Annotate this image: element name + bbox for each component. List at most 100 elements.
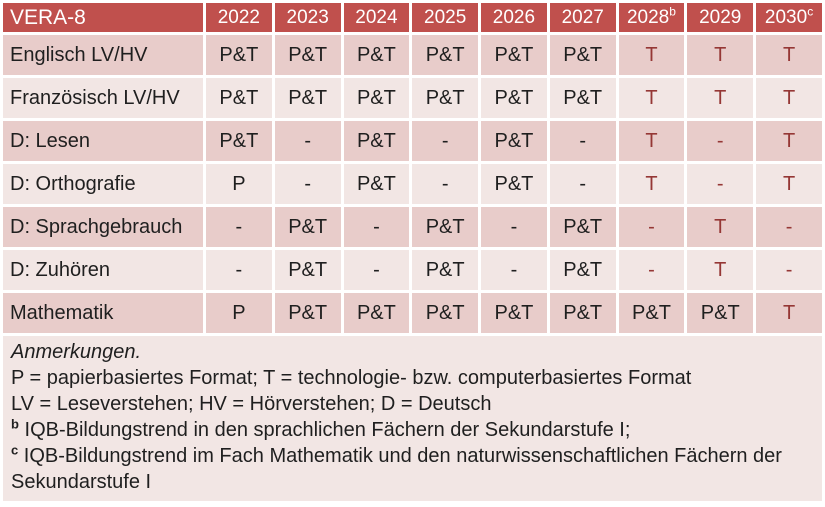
format-cell: -: [412, 121, 479, 161]
year-header-2026: 2026: [481, 3, 547, 32]
table-row: D: Zuhören - P&T - P&T - P&T - T -: [3, 250, 822, 290]
note-line: c IQB-Bildungstrend im Fach Mathematik u…: [11, 442, 782, 493]
format-cell: P: [206, 164, 272, 204]
format-cell: P&T: [687, 293, 754, 333]
format-cell: P&T: [343, 293, 410, 333]
format-cell: T: [756, 164, 822, 204]
format-cell: P&T: [549, 293, 616, 333]
format-cell: P&T: [274, 35, 341, 75]
format-cell: P&T: [412, 78, 479, 118]
format-cell: P&T: [481, 293, 547, 333]
format-cell: P: [206, 293, 272, 333]
year-header-2023: 2023: [274, 3, 341, 32]
format-cell: -: [274, 164, 341, 204]
notes-block: Anmerkungen. P = papierbasiertes Format;…: [3, 336, 822, 501]
format-cell: T: [687, 35, 754, 75]
format-cell: P&T: [412, 250, 479, 290]
table-row: Englisch LV/HV P&T P&T P&T P&T P&T P&T T T T: [3, 35, 822, 75]
footnote-marker-b: b: [11, 416, 19, 432]
row-label: Französisch LV/HV: [3, 78, 203, 118]
year-header-2028: 2028b: [618, 3, 685, 32]
format-cell: P&T: [343, 164, 410, 204]
footnote-marker-c: c: [11, 442, 19, 458]
footnote-marker-c: c: [807, 4, 814, 19]
format-cell: -: [687, 164, 754, 204]
row-label: Englisch LV/HV: [3, 35, 203, 75]
row-label: Mathematik: [3, 293, 203, 333]
format-cell: P&T: [481, 78, 547, 118]
table-title: VERA-8: [3, 3, 203, 32]
table-row: D: Lesen P&T - P&T - P&T - T - T: [3, 121, 822, 161]
format-cell: P&T: [412, 35, 479, 75]
format-cell: P&T: [618, 293, 685, 333]
table-row: Mathematik P P&T P&T P&T P&T P&T P&T P&T T: [3, 293, 822, 333]
format-cell: T: [756, 35, 822, 75]
format-cell: -: [481, 207, 547, 247]
format-cell: -: [618, 250, 685, 290]
format-cell: P&T: [549, 250, 616, 290]
format-cell: P&T: [206, 35, 272, 75]
row-label: D: Zuhören: [3, 250, 203, 290]
format-cell: T: [618, 78, 685, 118]
format-cell: T: [687, 207, 754, 247]
format-cell: T: [687, 78, 754, 118]
format-cell: P&T: [549, 35, 616, 75]
format-cell: -: [618, 207, 685, 247]
row-label: D: Sprachgebrauch: [3, 207, 203, 247]
format-cell: -: [412, 164, 479, 204]
format-cell: P&T: [549, 207, 616, 247]
table-row: D: Sprachgebrauch - P&T - P&T - P&T - T -: [3, 207, 822, 247]
format-cell: -: [687, 121, 754, 161]
format-cell: -: [481, 250, 547, 290]
year-header-2029: 2029: [687, 3, 754, 32]
year-header-2027: 2027: [549, 3, 616, 32]
format-cell: P&T: [481, 164, 547, 204]
format-cell: T: [756, 78, 822, 118]
format-cell: -: [549, 164, 616, 204]
row-label: D: Lesen: [3, 121, 203, 161]
year-header-2025: 2025: [412, 3, 479, 32]
format-cell: T: [618, 164, 685, 204]
format-cell: P&T: [481, 35, 547, 75]
note-line: b IQB-Bildungstrend in den sprachlichen …: [11, 416, 631, 441]
format-cell: P&T: [549, 78, 616, 118]
table-row: D: Orthografie P - P&T - P&T - T - T: [3, 164, 822, 204]
format-cell: -: [756, 207, 822, 247]
notes-lines: P = papierbasiertes Format; T = technolo…: [11, 365, 814, 495]
table-body: Englisch LV/HV P&T P&T P&T P&T P&T P&T T T T Franz…: [3, 35, 822, 333]
format-cell: T: [687, 250, 754, 290]
note-line: P = papierbasiertes Format; T = technolo…: [11, 367, 692, 389]
format-cell: P&T: [343, 35, 410, 75]
format-cell: P&T: [206, 121, 272, 161]
notes-row: Anmerkungen. P = papierbasiertes Format;…: [3, 336, 822, 501]
format-cell: P&T: [481, 121, 547, 161]
header-row: VERA-8 2022 2023 2024 2025 2026 2027 2028b 2029…: [3, 3, 822, 32]
format-cell: -: [206, 250, 272, 290]
format-cell: P&T: [274, 207, 341, 247]
format-cell: -: [343, 207, 410, 247]
format-cell: T: [618, 35, 685, 75]
format-cell: P&T: [343, 78, 410, 118]
format-cell: P&T: [412, 207, 479, 247]
format-cell: T: [618, 121, 685, 161]
format-cell: T: [756, 121, 822, 161]
notes-heading: Anmerkungen.: [11, 341, 142, 363]
format-cell: T: [756, 293, 822, 333]
table-row: Französisch LV/HV P&T P&T P&T P&T P&T P&T T T T: [3, 78, 822, 118]
format-cell: P&T: [343, 121, 410, 161]
format-cell: P&T: [274, 250, 341, 290]
format-cell: P&T: [274, 293, 341, 333]
format-cell: -: [549, 121, 616, 161]
format-cell: P&T: [206, 78, 272, 118]
year-header-2030: 2030c: [756, 3, 822, 32]
year-header-2022: 2022: [206, 3, 272, 32]
year-header-2024: 2024: [343, 3, 410, 32]
row-label: D: Orthografie: [3, 164, 203, 204]
footnote-marker-b: b: [669, 4, 676, 19]
format-cell: -: [206, 207, 272, 247]
format-cell: -: [274, 121, 341, 161]
format-cell: P&T: [412, 293, 479, 333]
format-cell: -: [756, 250, 822, 290]
